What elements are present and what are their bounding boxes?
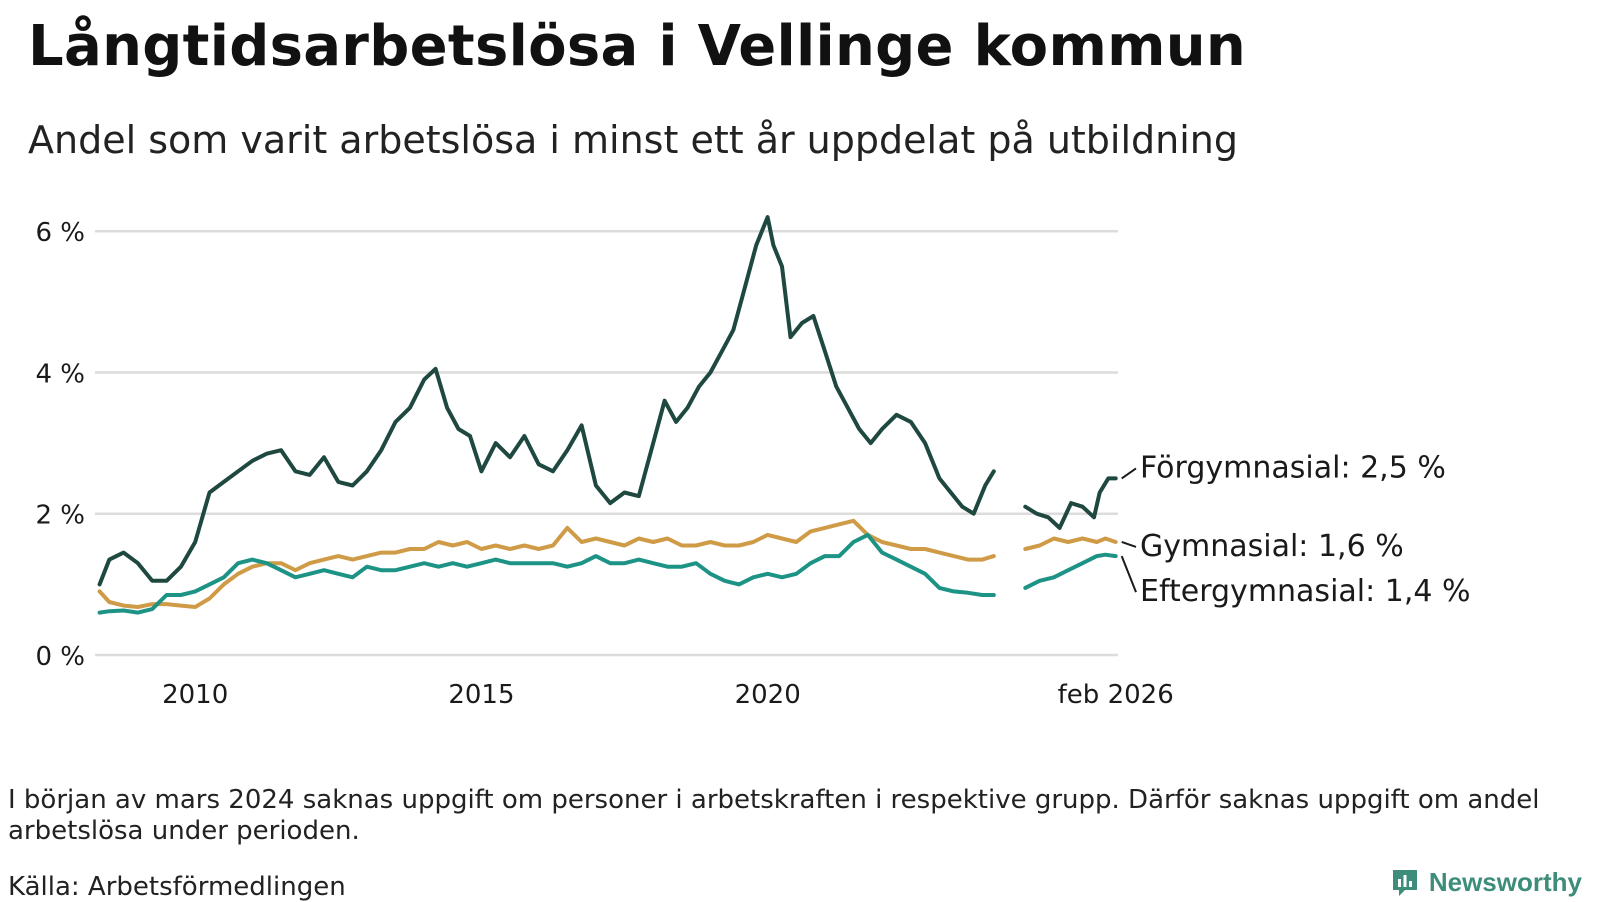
series-line-förgymnasial-before-gap (97, 215, 996, 587)
series-line-gymnasial-before-gap (97, 518, 996, 609)
series-label-eftergymnasial: Eftergymnasial: 1,4 % (1140, 574, 1471, 609)
footnote: I början av mars 2024 saknas uppgift om … (8, 785, 1540, 846)
series-line-eftergymnasial-after-gap (1023, 552, 1118, 590)
newsworthy-logo[interactable]: Newsworthy (1389, 866, 1582, 898)
line-chart: 0 % 2 % 4 % 6 % 2010 2015 2020 feb 2026 Förgym… (35, 215, 1471, 710)
series-lines (97, 215, 1118, 615)
chart-title: Långtidsarbetslösa i Vellinge kommun (28, 14, 1247, 79)
source-text: Källa: Arbetsförmedlingen (8, 872, 346, 902)
newsworthy-logo-icon (1392, 870, 1417, 896)
x-tick-label: 2010 (162, 680, 228, 710)
series-label-gymnasial: Gymnasial: 1,6 % (1140, 529, 1404, 564)
y-tick-label: 0 % (35, 642, 85, 672)
series-label-förgymnasial: Förgymnasial: 2,5 % (1140, 450, 1446, 485)
x-tick-label: 2015 (448, 680, 514, 710)
label-leader-eftergymnasial (1120, 555, 1137, 593)
x-tick-label: 2020 (735, 680, 801, 710)
y-tick-label: 2 % (35, 501, 85, 531)
gridlines (95, 229, 1118, 657)
y-tick-label: 4 % (35, 359, 85, 389)
label-leader-gymnasial (1121, 541, 1137, 548)
newsworthy-logo-text: Newsworthy (1428, 866, 1582, 897)
y-axis-ticks: 0 % 2 % 4 % 6 % (35, 218, 85, 672)
series-labels: Förgymnasial: 2,5 % Gymnasial: 1,6 % Efter… (1120, 450, 1471, 609)
series-line-förgymnasial-after-gap (1023, 476, 1118, 530)
chart-subtitle: Andel som varit arbetslösa i minst ett å… (28, 118, 1239, 162)
x-tick-label: feb 2026 (1058, 680, 1174, 710)
y-tick-label: 6 % (35, 218, 85, 248)
series-line-gymnasial-after-gap (1023, 536, 1118, 551)
x-axis-ticks: 2010 2015 2020 feb 2026 (162, 680, 1174, 710)
series-line-eftergymnasial-before-gap (97, 532, 996, 615)
label-leader-förgymnasial (1121, 467, 1137, 480)
